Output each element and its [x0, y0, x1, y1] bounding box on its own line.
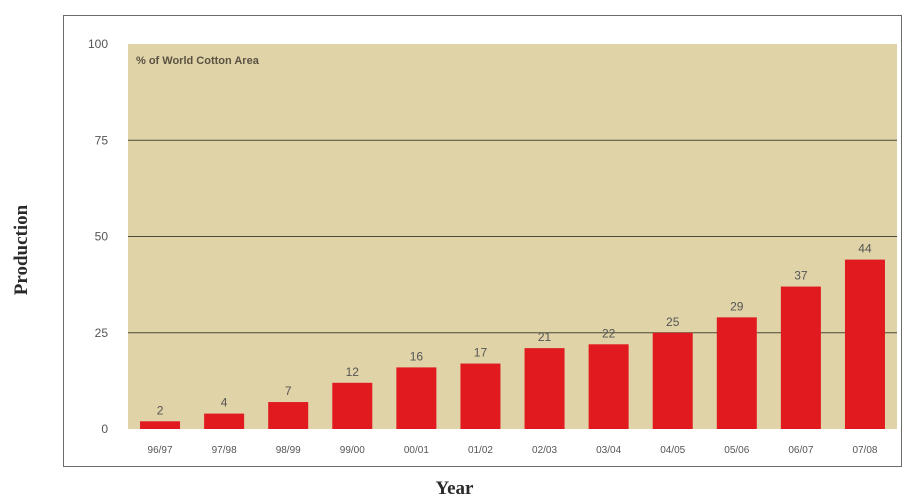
bar [460, 363, 501, 429]
chart-title: % of World Cotton Area [136, 55, 260, 67]
x-tick-label: 99/00 [340, 445, 365, 456]
bar [716, 317, 757, 429]
y-tick-label: 100 [88, 37, 108, 51]
x-tick-label: 96/97 [148, 445, 173, 456]
x-tick-label: 97/98 [212, 445, 237, 456]
bar [780, 286, 821, 429]
y-axis-ticks: 0 25 50 75 100 [88, 37, 108, 436]
x-tick-label: 00/01 [404, 445, 429, 456]
data-label: 44 [858, 242, 872, 256]
x-tick-label: 03/04 [596, 445, 621, 456]
data-label: 12 [346, 365, 360, 379]
bar [204, 413, 245, 429]
y-axis-label-wrap: Production [0, 140, 44, 360]
data-label: 4 [221, 396, 228, 410]
x-axis-ticks: 96/97 97/98 98/99 99/00 00/01 01/02 02/03 03/04… [148, 445, 878, 456]
y-tick-label: 0 [101, 422, 108, 436]
x-tick-label: 07/08 [852, 445, 877, 456]
x-axis-label: Year [435, 478, 474, 499]
data-label: 25 [666, 315, 680, 329]
data-label: 37 [794, 269, 808, 283]
data-labels: 2 4 7 12 16 17 21 22 25 29 37 44 [157, 242, 872, 418]
data-label: 16 [410, 349, 424, 363]
bar [652, 332, 693, 429]
data-label: 22 [602, 326, 616, 340]
y-tick-label: 75 [95, 133, 109, 147]
x-tick-label: 06/07 [788, 445, 813, 456]
bar [332, 382, 373, 429]
x-tick-label: 02/03 [532, 445, 557, 456]
y-tick-label: 25 [95, 326, 109, 340]
bar [396, 367, 437, 429]
bar [524, 348, 565, 429]
bar [140, 421, 181, 429]
x-tick-label: 01/02 [468, 445, 493, 456]
data-label: 2 [157, 403, 164, 417]
data-label: 17 [474, 346, 488, 360]
y-tick-label: 50 [95, 230, 109, 244]
data-label: 29 [730, 299, 744, 313]
y-axis-label: Production [11, 204, 32, 296]
x-tick-label: 04/05 [660, 445, 685, 456]
x-tick-label: 98/99 [276, 445, 301, 456]
gridlines [128, 139, 897, 334]
x-tick-label: 05/06 [724, 445, 749, 456]
data-label: 21 [538, 330, 552, 344]
bar [588, 344, 629, 429]
bar [268, 402, 309, 429]
bars [140, 259, 885, 429]
bar [844, 259, 885, 429]
data-label: 7 [285, 384, 292, 398]
